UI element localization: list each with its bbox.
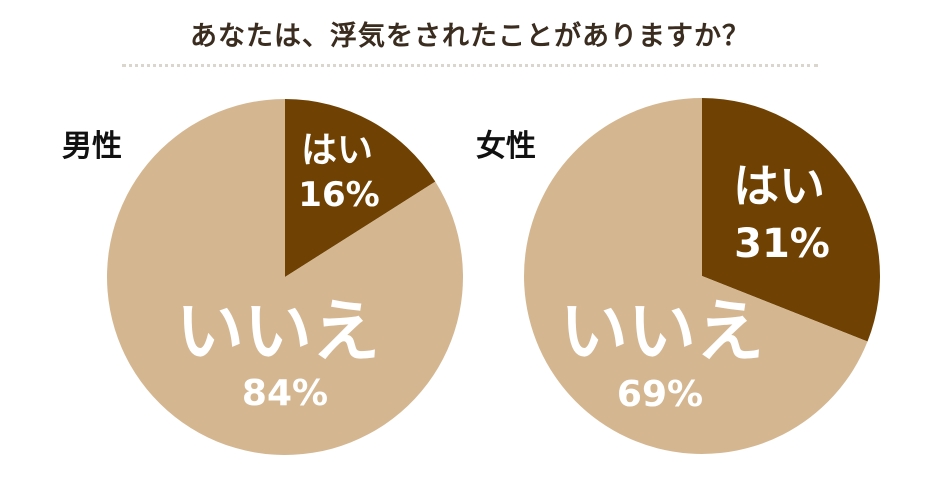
slice-male-no-value: 84% [242, 373, 328, 414]
dotted-divider [122, 64, 818, 67]
slice-male-no-label: いいえ [176, 293, 380, 372]
slice-male-yes-value: 16% [298, 175, 379, 215]
pie-title-female: 女性 [476, 129, 536, 164]
slice-female-yes-value: 31% [734, 221, 830, 267]
pie-male: はい 16% いいえ 84% [107, 99, 464, 456]
slice-male-no [107, 99, 464, 456]
slice-male-yes [285, 99, 436, 277]
pie-female: はい 31% いいえ 69% [524, 98, 881, 455]
slice-female-no-label: いいえ [560, 293, 764, 372]
pie-title-male: 男性 [62, 129, 122, 164]
slice-female-yes [702, 98, 881, 342]
slice-female-no-value: 69% [617, 374, 703, 415]
slice-female-no [524, 98, 868, 455]
slice-female-yes-label: はい [733, 159, 825, 213]
chart-title: あなたは、浮気をされたことがありますか？ [190, 21, 750, 52]
slice-male-yes-label: はい [301, 130, 373, 171]
